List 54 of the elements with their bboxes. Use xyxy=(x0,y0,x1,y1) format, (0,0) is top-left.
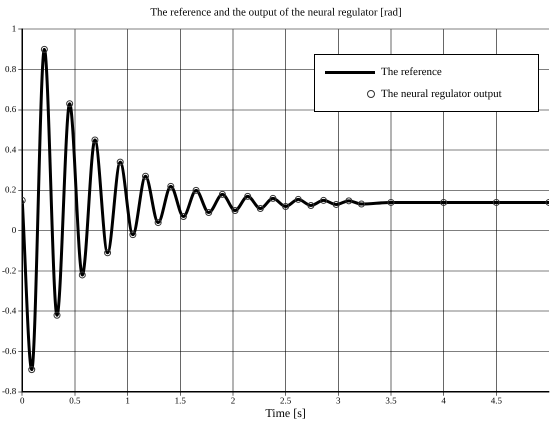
point xyxy=(167,182,174,190)
point xyxy=(307,202,314,209)
point xyxy=(104,249,112,256)
point xyxy=(66,100,74,108)
point xyxy=(387,198,394,206)
point xyxy=(154,219,162,226)
y-tick-label: -0.4 xyxy=(2,306,17,316)
x-tick-label: 0 xyxy=(20,396,25,406)
y-tick-label: -0.6 xyxy=(2,346,17,356)
point xyxy=(232,207,239,214)
x-tick-label: 2 xyxy=(230,396,236,406)
point xyxy=(358,200,365,208)
point xyxy=(78,271,86,278)
x-axis-title: Time [s] xyxy=(265,406,306,420)
point xyxy=(492,198,500,206)
y-tick-label: 0.2 xyxy=(4,184,16,195)
point xyxy=(440,198,448,206)
x-tick-label: 4.5 xyxy=(490,396,502,406)
point xyxy=(294,196,302,203)
point xyxy=(116,158,124,166)
x-tick-label: 3 xyxy=(336,396,342,406)
point xyxy=(218,190,226,198)
point xyxy=(28,366,36,374)
point xyxy=(345,197,352,204)
point xyxy=(91,136,98,144)
y-tick-label: 0.8 xyxy=(4,64,17,74)
x-tick-label: 3.5 xyxy=(385,396,398,406)
x-tick-label: 0.5 xyxy=(69,396,82,406)
point xyxy=(180,213,187,220)
point xyxy=(332,200,340,208)
point xyxy=(282,202,290,210)
point xyxy=(244,192,252,200)
point xyxy=(256,204,264,212)
legend-label: The neural regulator output xyxy=(381,88,502,100)
point xyxy=(40,46,48,53)
point xyxy=(269,194,276,202)
y-tick-label: 0.6 xyxy=(4,104,17,114)
x-tick-label: 1.5 xyxy=(174,396,186,406)
x-tick-label: 4 xyxy=(441,396,446,406)
y-tick-label: 1 xyxy=(12,24,16,34)
point xyxy=(142,172,150,180)
point xyxy=(192,186,200,194)
point xyxy=(205,209,212,216)
legend-label: The reference xyxy=(381,66,442,78)
chart-title: The reference and the output of the neural regulator [rad] xyxy=(150,6,402,18)
point xyxy=(54,312,61,319)
point xyxy=(320,196,328,204)
y-tick-label: -0.8 xyxy=(2,386,17,396)
y-tick-label: -0.2 xyxy=(2,265,16,276)
point xyxy=(129,231,136,238)
y-tick-label: 0.4 xyxy=(4,144,17,154)
y-tick-label: 0 xyxy=(12,225,17,236)
x-tick-label: 2.5 xyxy=(280,396,292,406)
x-tick-label: 1 xyxy=(125,396,130,406)
